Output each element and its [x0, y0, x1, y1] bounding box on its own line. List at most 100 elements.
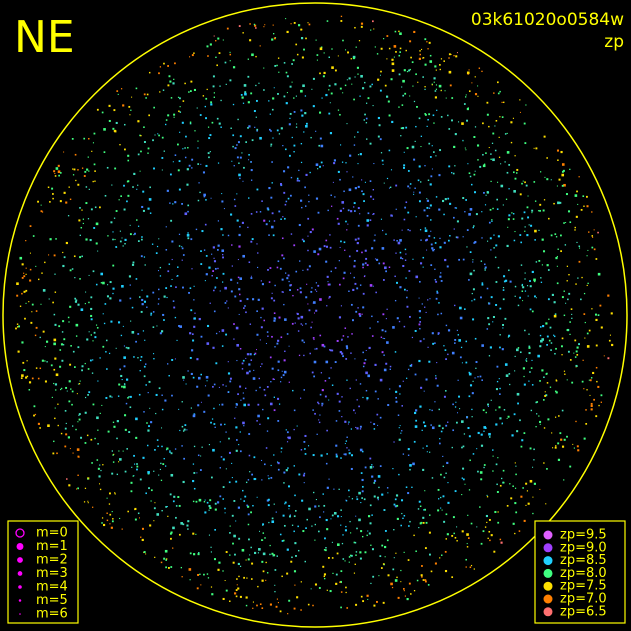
star: [133, 454, 135, 457]
star: [283, 303, 285, 306]
star: [293, 530, 295, 533]
star: [333, 511, 337, 515]
star: [379, 555, 382, 557]
star: [219, 290, 221, 292]
star: [253, 369, 255, 371]
star: [506, 171, 509, 174]
star: [57, 403, 59, 405]
star: [286, 548, 289, 551]
star: [197, 376, 201, 380]
star: [298, 24, 301, 27]
star: [276, 555, 278, 557]
star: [317, 401, 319, 404]
star: [276, 342, 279, 345]
star: [340, 516, 342, 518]
star: [274, 591, 276, 593]
star: [205, 164, 208, 167]
star: [199, 573, 201, 576]
star: [127, 159, 130, 162]
star: [157, 270, 160, 272]
star: [366, 397, 369, 400]
star: [439, 275, 442, 278]
star: [224, 286, 227, 290]
star: [319, 111, 322, 114]
star: [177, 169, 180, 172]
star: [531, 209, 534, 212]
star: [588, 379, 590, 381]
star: [519, 99, 521, 101]
star: [438, 208, 441, 211]
star: [323, 245, 326, 248]
star: [166, 189, 169, 192]
star: [391, 120, 394, 124]
star: [340, 15, 343, 18]
star: [453, 145, 456, 149]
star: [418, 310, 421, 313]
star: [536, 401, 539, 403]
star: [428, 360, 431, 363]
star: [344, 453, 347, 456]
zp-label: zp=8.0: [560, 566, 607, 581]
star: [169, 80, 172, 83]
star: [265, 561, 267, 564]
star: [564, 373, 566, 375]
star: [452, 216, 455, 219]
star: [215, 362, 218, 365]
star: [495, 388, 498, 391]
star: [206, 342, 210, 345]
star: [82, 222, 84, 225]
star: [215, 332, 218, 335]
star: [497, 521, 500, 524]
star: [558, 178, 561, 181]
magnitude-label: m=1: [36, 539, 68, 554]
star: [247, 126, 249, 129]
star: [422, 256, 425, 259]
star: [445, 538, 447, 540]
star: [144, 264, 146, 266]
star: [210, 197, 212, 199]
star: [77, 455, 80, 458]
star: [181, 401, 183, 403]
star: [146, 422, 148, 424]
star: [281, 291, 284, 293]
star: [421, 576, 423, 578]
star: [217, 249, 219, 251]
star: [309, 171, 311, 174]
star: [230, 278, 233, 281]
star: [303, 440, 306, 443]
star: [279, 267, 282, 270]
star: [105, 351, 107, 353]
star: [63, 338, 66, 341]
star: [236, 156, 239, 159]
star: [263, 319, 266, 322]
star: [514, 462, 516, 464]
star: [54, 175, 57, 177]
star: [143, 93, 146, 96]
star: [530, 224, 533, 227]
star: [261, 363, 263, 365]
star: [580, 208, 583, 211]
star: [553, 314, 557, 318]
star: [281, 254, 284, 257]
star: [117, 93, 119, 95]
star: [309, 231, 312, 234]
star: [126, 378, 129, 381]
star: [257, 298, 260, 301]
star: [148, 114, 151, 117]
star: [79, 207, 81, 209]
star: [341, 339, 343, 341]
star: [253, 110, 256, 113]
star: [235, 326, 239, 330]
star: [575, 283, 577, 285]
star: [366, 399, 368, 401]
star: [504, 161, 506, 163]
star: [229, 525, 231, 527]
star: [158, 387, 161, 390]
star: [54, 172, 56, 175]
star: [254, 352, 257, 355]
star: [372, 198, 375, 200]
star: [163, 62, 165, 65]
star: [431, 477, 434, 479]
star: [431, 145, 433, 147]
star: [344, 529, 347, 532]
